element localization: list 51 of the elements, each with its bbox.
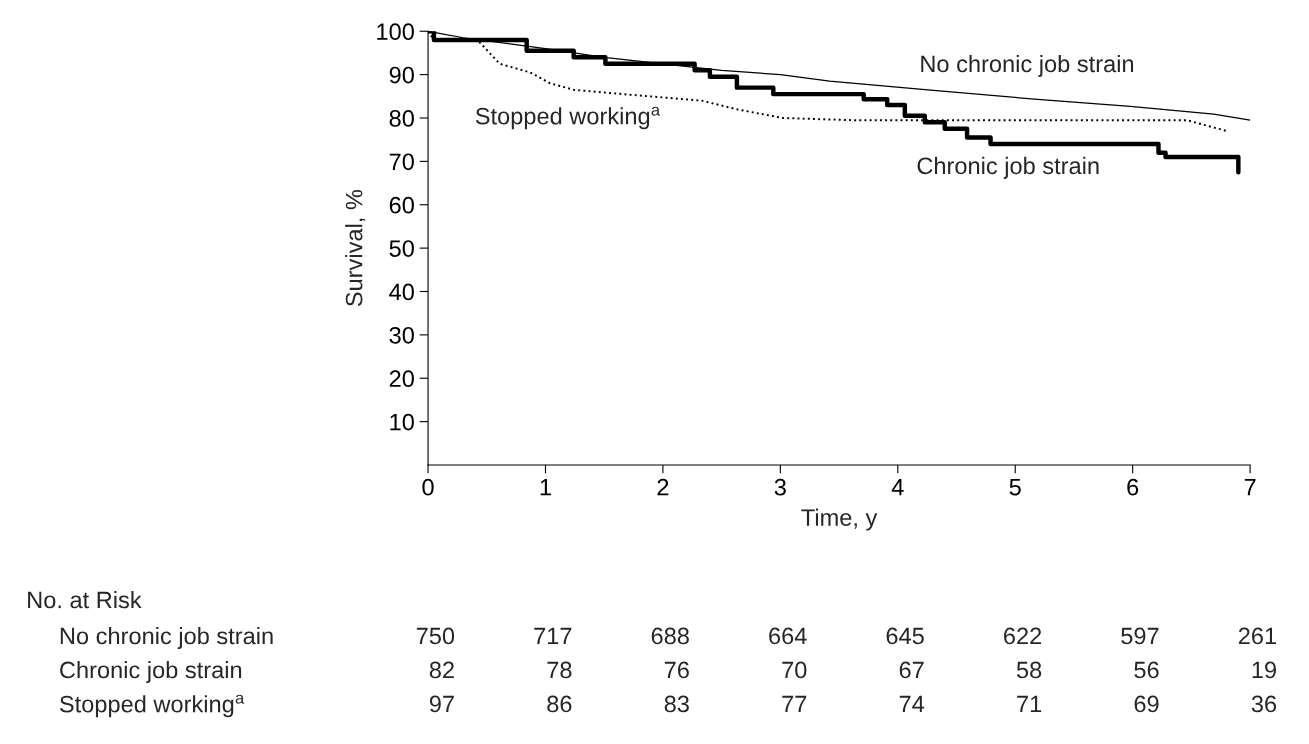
y-tick-label: 70 — [389, 153, 414, 171]
text: 78 — [547, 661, 572, 679]
y-tick-label: 60 — [389, 196, 414, 214]
x-tick-label: 1 — [540, 479, 551, 496]
text: Chronic job strain — [60, 660, 242, 684]
x-tick-label: 7 — [1244, 479, 1256, 496]
text: 645 — [886, 627, 924, 645]
text: 597 — [1121, 627, 1159, 645]
text: 77 — [782, 695, 807, 713]
text: No chronic job strain — [60, 626, 273, 650]
text: 56 — [1134, 661, 1159, 679]
text: 58 — [1016, 661, 1042, 679]
y-tick-label: 10 — [390, 413, 414, 431]
text: 71 — [1017, 695, 1042, 713]
text: 76 — [664, 661, 689, 679]
x-tick-label: 0 — [422, 478, 434, 496]
text: 19 — [1252, 661, 1276, 679]
series-label: Stopped working$^{a}$ — [475, 106, 661, 130]
text: 70 — [782, 661, 807, 679]
x-tick-label: 4 — [891, 479, 904, 496]
y-tick-label: 20 — [389, 370, 414, 388]
text: 86 — [547, 695, 572, 713]
series-label: No chronic job strain — [921, 54, 1134, 77]
text: 69 — [1134, 695, 1159, 713]
text: 97 — [429, 695, 454, 713]
text: 83 — [664, 695, 689, 713]
x-tick-label: 5 — [1009, 479, 1021, 496]
text: 717 — [534, 627, 572, 645]
text: 261 — [1238, 627, 1276, 645]
text: 688 — [651, 627, 689, 645]
text: 750 — [416, 627, 455, 645]
x-tick-label: 3 — [774, 478, 786, 496]
series-label: Chronic job strain — [917, 156, 1099, 179]
y-tick-label: 30 — [389, 326, 414, 344]
text: 74 — [899, 695, 925, 713]
x-axis-title: Time, y — [801, 508, 878, 531]
text: 36 — [1251, 695, 1277, 713]
y-tick-label: 40 — [389, 283, 414, 301]
x-tick-label: 6 — [1127, 478, 1139, 496]
y-tick-label: 80 — [389, 110, 414, 127]
y-axis-title: Survival, % — [345, 189, 366, 307]
text: 82 — [429, 661, 454, 679]
text: No. at Risk — [28, 590, 142, 609]
y-tick-label: 50 — [389, 240, 414, 257]
x-tick-label: 2 — [657, 478, 669, 496]
text: 67 — [899, 661, 924, 679]
text: 622 — [1004, 627, 1042, 645]
y-tick-label: 90 — [389, 66, 414, 84]
y-tick-label: 100 — [377, 23, 414, 41]
text: 664 — [769, 627, 807, 645]
text: Stopped working$^{a}$ — [59, 694, 245, 718]
